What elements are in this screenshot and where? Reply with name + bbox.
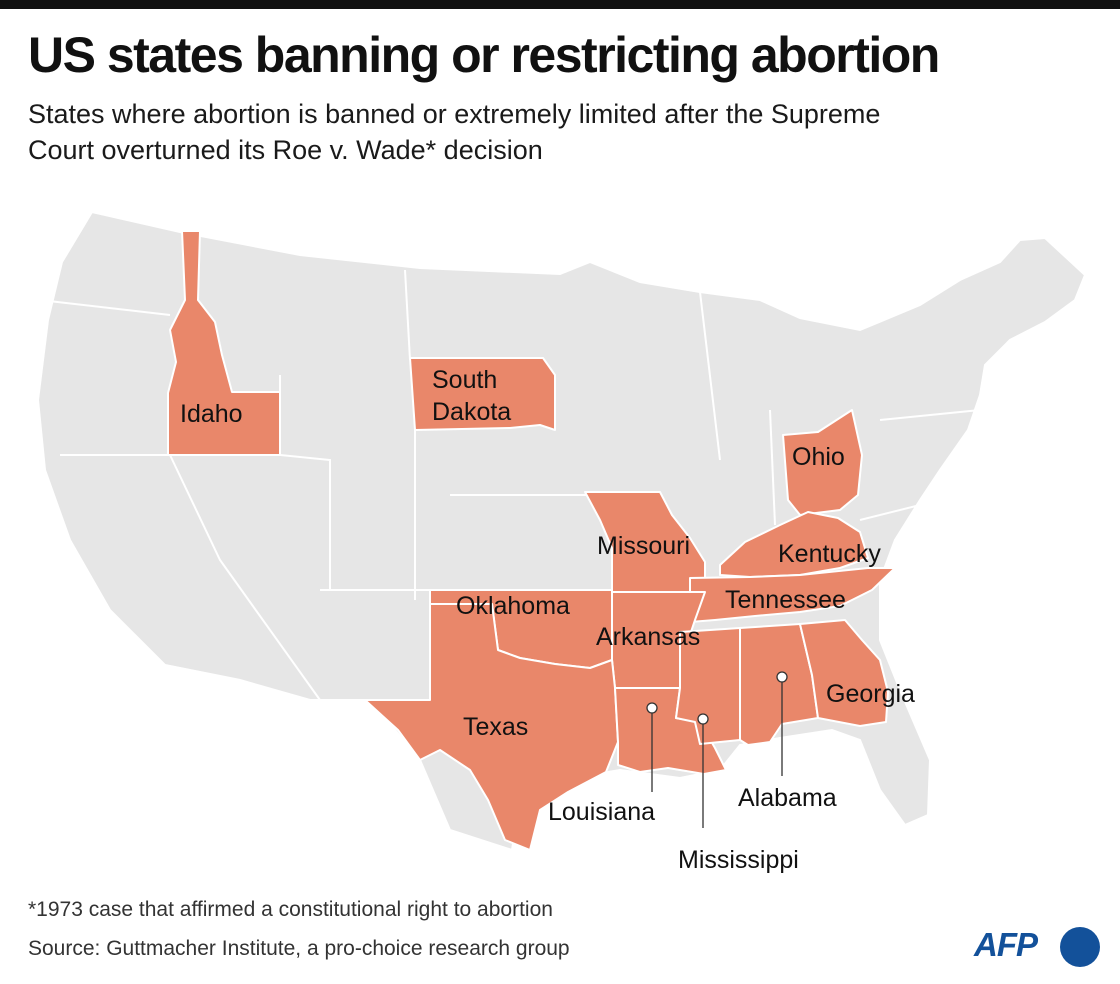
state-south-dakota [409,357,556,431]
state-georgia [799,619,889,727]
label-arkansas: Arkansas [596,623,700,651]
label-mississippi: Mississippi [678,846,799,874]
label-missouri: Missouri [597,532,690,560]
label-georgia: Georgia [826,680,915,708]
state-texas [364,603,619,851]
label-oklahoma: Oklahoma [456,592,570,620]
label-tennessee: Tennessee [725,586,846,614]
state-tennessee [689,567,896,623]
label-south-dakota-1: South [432,366,497,394]
afp-logo: AFP [974,924,1104,970]
footnote: *1973 case that affirmed a constitutiona… [28,898,553,921]
label-alabama: Alabama [738,784,837,812]
label-ohio: Ohio [792,443,845,471]
label-louisiana: Louisiana [548,798,655,826]
label-texas: Texas [463,713,528,741]
state-labels: Idaho South Dakota Ohio Missouri Kentuck… [180,366,915,874]
source-note: Source: Guttmacher Institute, a pro-choi… [28,937,570,960]
page-subtitle: States where abortion is banned or extre… [28,99,881,165]
state-borders [39,269,981,701]
afp-logo-dot [1060,927,1100,967]
label-idaho: Idaho [180,400,243,428]
afp-logo-text: AFP [974,926,1038,963]
restricted-states [167,230,896,851]
leader-lines [646,671,788,828]
label-kentucky: Kentucky [778,540,881,568]
top-rule [0,0,1120,9]
page-title: US states banning or restricting abortio… [28,27,940,83]
state-ohio [782,409,863,516]
state-idaho [167,230,281,456]
label-south-dakota-2: Dakota [432,398,511,426]
us-map: Idaho South Dakota Ohio Missouri Kentuck… [36,210,1087,874]
